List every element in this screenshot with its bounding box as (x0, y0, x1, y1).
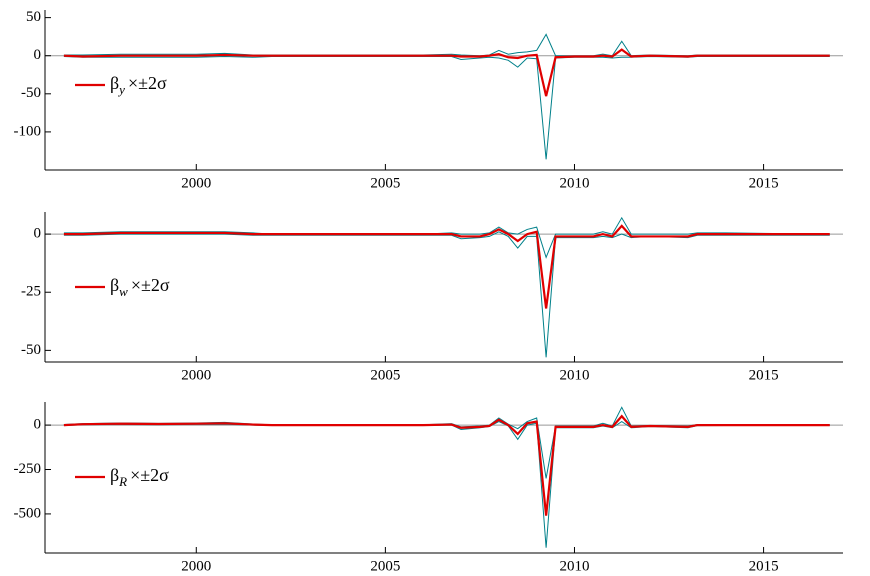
x-tick-label: 2000 (181, 175, 211, 191)
y-tick-label: -100 (14, 123, 42, 139)
series-line (63, 414, 830, 516)
legend-rest: ×±2σ (128, 73, 167, 93)
legend-symbol: β (110, 73, 119, 93)
legend-rest: ×±2σ (131, 275, 170, 295)
series-line (63, 33, 830, 57)
x-tick-label: 2000 (181, 367, 211, 383)
x-tick-label: 2015 (749, 558, 779, 574)
y-tick-label: -250 (14, 461, 42, 477)
legend-symbol: β (110, 465, 119, 485)
series-line (63, 48, 830, 97)
series-line (63, 224, 830, 309)
y-tick-label: -500 (14, 505, 42, 521)
series-line (63, 216, 830, 259)
panel: 50 0 -50 -100 2000 2005 2010 2015 βy ×±2σ (14, 9, 843, 191)
y-tick-label: 0 (34, 417, 42, 433)
y-tick-label: -50 (21, 85, 41, 101)
x-tick-label: 2000 (181, 558, 211, 574)
x-tick-label: 2015 (749, 175, 779, 191)
x-tick-label: 2010 (559, 558, 589, 574)
panel: 0 -250 -500 2000 2005 2010 2015 βR ×±2σ (14, 402, 843, 574)
panel: 0 -25 -50 2000 2005 2010 2015 βw ×±2σ (21, 212, 843, 383)
series-line (63, 231, 830, 358)
x-tick-label: 2005 (370, 175, 400, 191)
series-line (63, 406, 830, 479)
legend-subscript: w (119, 284, 128, 299)
x-tick-label: 2010 (559, 367, 589, 383)
legend-label: βw ×±2σ (110, 275, 170, 299)
x-tick-label: 2005 (370, 367, 400, 383)
y-tick-label: 50 (26, 9, 41, 25)
legend-label: βR ×±2σ (110, 465, 169, 489)
series-line (63, 420, 830, 548)
x-tick-label: 2015 (749, 367, 779, 383)
y-tick-label: 0 (34, 47, 42, 63)
legend-subscript: y (117, 82, 125, 97)
x-tick-label: 2010 (559, 175, 589, 191)
series-line (63, 55, 830, 160)
y-tick-label: 0 (34, 226, 42, 242)
y-tick-label: -50 (21, 342, 41, 358)
legend-subscript: R (118, 474, 127, 489)
legend-symbol: β (110, 275, 119, 295)
legend-rest: ×±2σ (130, 465, 169, 485)
legend-label: βy ×±2σ (110, 73, 167, 97)
y-tick-label: -25 (21, 284, 41, 300)
x-tick-label: 2005 (370, 558, 400, 574)
